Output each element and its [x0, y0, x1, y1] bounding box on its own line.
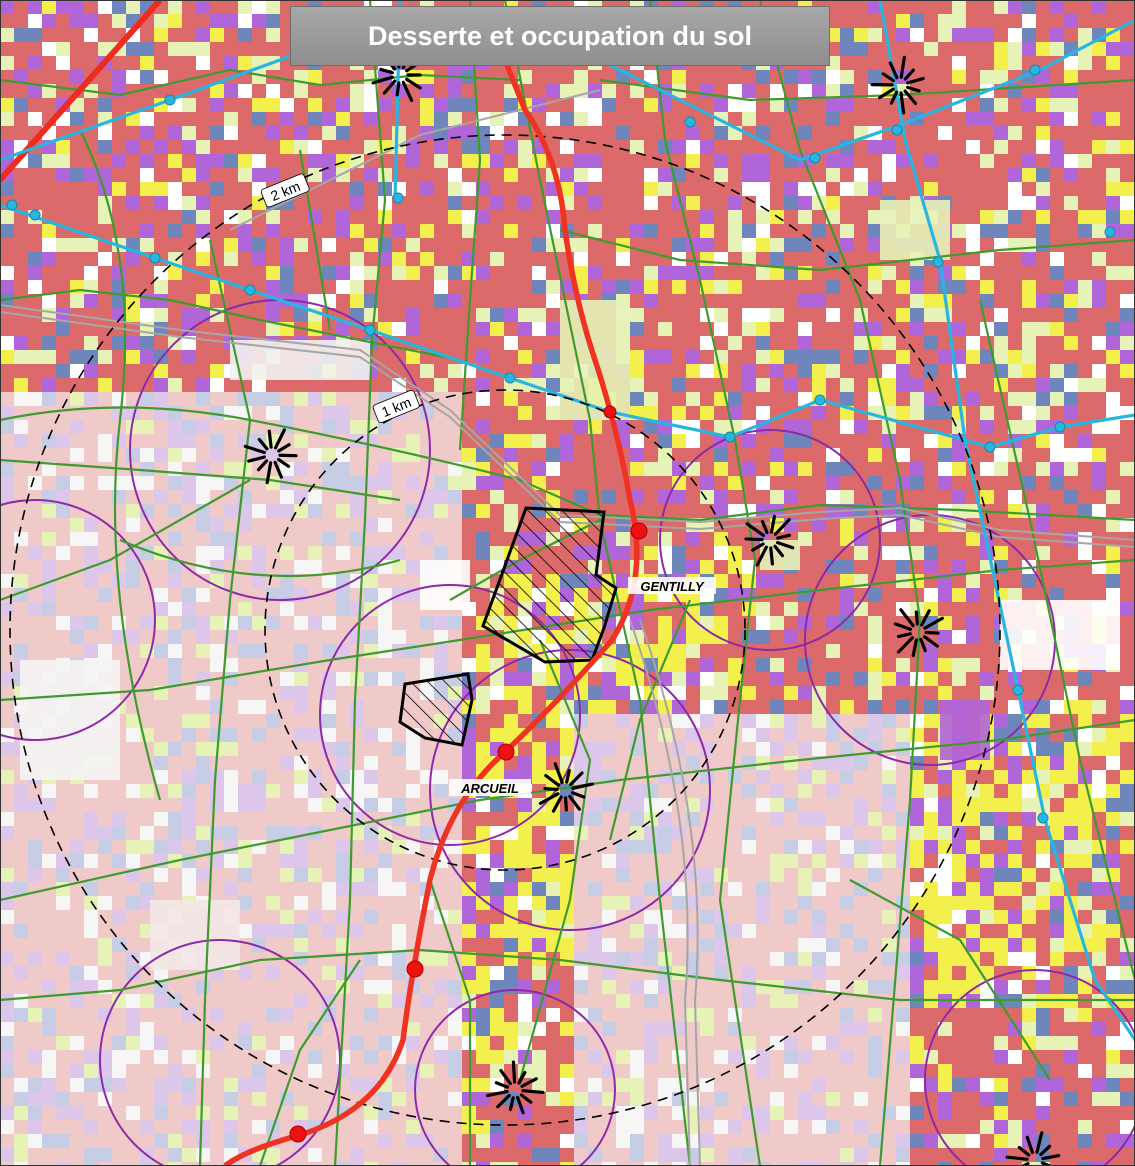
metro-stations — [6, 64, 1116, 824]
bus-hub-icon — [1005, 1131, 1061, 1166]
bus-hub-icon — [538, 762, 594, 813]
bus-hub-icon — [485, 1060, 545, 1115]
project-zone-gentilly[interactable] — [481, 506, 618, 664]
map-title: Desserte et occupation du sol — [290, 6, 830, 66]
project-zone-arcueil[interactable] — [398, 672, 474, 747]
ring-2km — [9, 134, 1001, 1126]
motorway — [0, 89, 1135, 1166]
place-label-arcueil: ARCUEIL — [449, 779, 531, 796]
ring-1km — [264, 389, 746, 871]
bus-hub-icon — [870, 55, 925, 115]
rer-line — [223, 58, 640, 1166]
bus-hub-icon — [893, 608, 944, 658]
rer-stations — [289, 405, 648, 1143]
place-label-gentilly: GENTILLY — [628, 577, 716, 594]
bus-hub-icon — [744, 514, 795, 567]
bus-hub-icon — [243, 428, 298, 485]
